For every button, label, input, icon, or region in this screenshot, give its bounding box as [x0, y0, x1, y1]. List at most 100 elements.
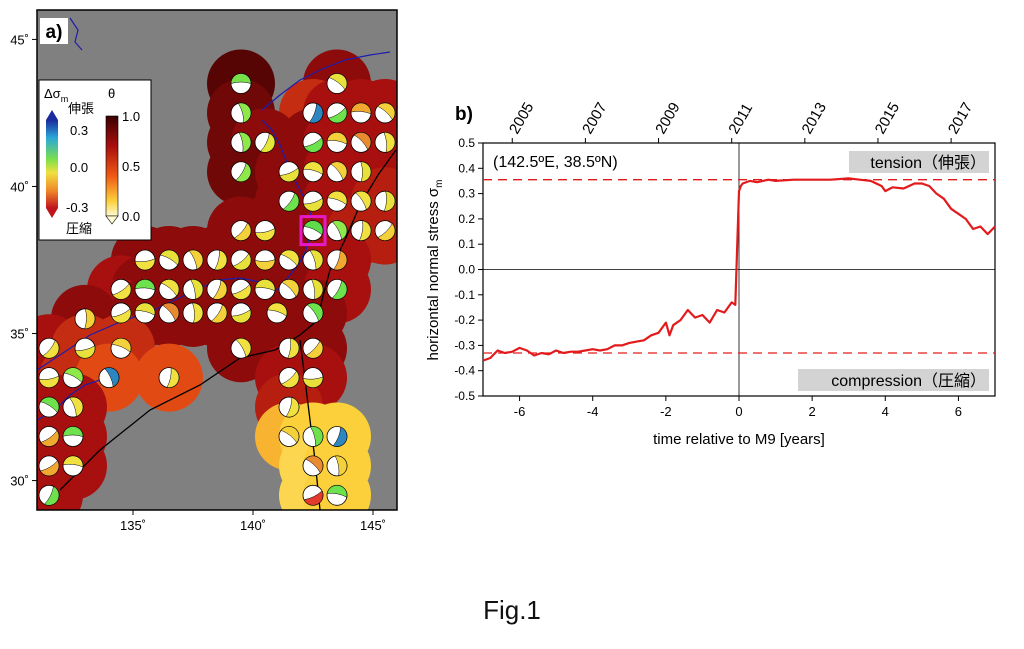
ball-quadrant	[104, 367, 120, 388]
ball-quadrant	[238, 132, 252, 153]
focal-mechanism-ball	[350, 190, 372, 212]
top-axis-year-label: 2013	[799, 100, 830, 137]
sigma-colorbar-bottom-arrow	[46, 208, 58, 218]
ball-quadrant	[305, 340, 324, 359]
focal-mechanism-ball	[38, 455, 60, 477]
ball-quadrant	[334, 455, 348, 477]
focal-mechanism-ball	[62, 396, 84, 418]
lat-tick-label: 45˚	[10, 32, 29, 47]
ball-quadrant	[327, 190, 348, 205]
ball-quadrant	[328, 73, 348, 90]
ball-quadrant	[353, 132, 372, 151]
focal-mechanism-ball	[302, 279, 324, 300]
focal-mechanism-ball	[326, 455, 348, 477]
ball-quadrant	[309, 249, 324, 270]
focal-mechanism-ball	[38, 337, 60, 359]
ball-quadrant	[235, 162, 252, 182]
ball-quadrant	[188, 249, 204, 270]
focal-mechanism-ball	[278, 396, 300, 418]
focal-mechanism-ball	[230, 220, 252, 241]
theta-tick-mid: 0.5	[122, 159, 140, 174]
x-tick-label: 6	[955, 404, 962, 419]
y-tick-label: -0.5	[454, 389, 475, 403]
focal-mechanism-ball	[326, 220, 348, 241]
focal-mechanism-ball	[278, 279, 300, 300]
ball-quadrant	[350, 102, 372, 115]
focal-mechanism-ball	[182, 302, 204, 324]
ball-quadrant	[234, 222, 252, 241]
lat-tick-label: 40˚	[10, 179, 29, 194]
ball-quadrant	[237, 102, 252, 123]
focal-mechanism-ball	[350, 161, 372, 183]
focal-mechanism-ball	[278, 249, 300, 271]
sigma-colorbar-top-arrow	[46, 110, 58, 120]
focal-mechanism-ball	[326, 161, 348, 183]
map-ticks: 45˚ 40˚ 35˚ 30˚ 135˚ 140˚ 145˚	[10, 32, 386, 533]
ball-quadrant	[134, 279, 156, 291]
focal-mechanism-ball	[206, 302, 228, 324]
theta-colorbar-bottom-arrow	[105, 215, 119, 225]
y-tick-label: 0.2	[458, 212, 475, 226]
x-tick-label: -2	[660, 404, 672, 419]
ball-quadrant	[360, 161, 372, 183]
ball-quadrant	[162, 302, 180, 322]
focal-mechanism-ball	[374, 131, 396, 153]
location-label: (142.5ºE, 38.5ºN)	[493, 154, 618, 171]
ball-quadrant	[231, 309, 252, 324]
y-axis-label: horizontal normal stress σm	[425, 180, 445, 361]
legend-sigma-title: Δσm	[44, 86, 68, 104]
ball-quadrant	[254, 259, 276, 271]
ball-quadrant	[326, 485, 348, 498]
sigma-tick-mid: 0.0	[70, 160, 88, 175]
focal-mechanism-ball	[110, 279, 132, 300]
focal-mechanism-ball	[206, 279, 228, 300]
ball-quadrant	[330, 161, 348, 181]
ball-quadrant	[280, 426, 300, 444]
sigma-colorbar	[46, 120, 58, 208]
focal-mechanism-ball	[302, 161, 324, 183]
series-layer	[482, 177, 996, 362]
focal-mechanism-ball	[302, 367, 324, 389]
ball-quadrant	[355, 190, 372, 210]
ball-quadrant	[331, 220, 348, 240]
theta-tick-top: 1.0	[122, 109, 140, 124]
focal-mechanism-ball	[326, 249, 348, 271]
ball-quadrant	[303, 137, 324, 153]
focal-mechanism-ball	[278, 190, 300, 212]
focal-mechanism-ball	[38, 484, 60, 506]
ball-quadrant	[40, 430, 60, 447]
ball-quadrant	[134, 258, 156, 271]
y-axis-label-subscript: m	[434, 180, 445, 188]
x-tick-label: 2	[809, 404, 816, 419]
ball-quadrant	[303, 490, 324, 506]
focal-mechanism-ball	[326, 484, 348, 506]
focal-mechanism-ball	[254, 131, 276, 153]
y-tick-label: 0.1	[458, 237, 475, 251]
ball-quadrant	[383, 190, 396, 212]
focal-mechanism-ball	[230, 131, 252, 153]
legend-compression-label: 圧縮	[66, 221, 92, 236]
focal-mechanism-ball	[326, 102, 348, 124]
focal-mechanism-ball	[278, 337, 300, 359]
focal-mechanism-ball	[38, 426, 60, 447]
ball-quadrant	[279, 167, 300, 182]
map-legend: Δσm θ 伸張 圧縮	[38, 79, 152, 241]
focal-mechanism-layer	[38, 73, 396, 506]
top-axis-year-label: 2011	[725, 101, 756, 137]
top-axis-year-label: 2007	[579, 100, 610, 137]
ball-quadrant	[111, 338, 132, 353]
ball-quadrant	[254, 228, 276, 241]
focal-mechanism-ball	[350, 102, 372, 124]
coastline-north	[69, 17, 83, 51]
ball-quadrant	[134, 302, 156, 316]
ball-quadrant	[62, 426, 84, 437]
ball-quadrant	[166, 367, 180, 388]
ball-quadrant	[280, 249, 300, 267]
focal-mechanism-ball	[230, 102, 252, 124]
legend-theta-title: θ	[108, 86, 115, 101]
ball-quadrant	[40, 460, 60, 477]
ball-quadrant	[302, 376, 324, 388]
focal-mechanism-ball	[230, 279, 252, 300]
panel-b-label: b)	[455, 104, 473, 125]
